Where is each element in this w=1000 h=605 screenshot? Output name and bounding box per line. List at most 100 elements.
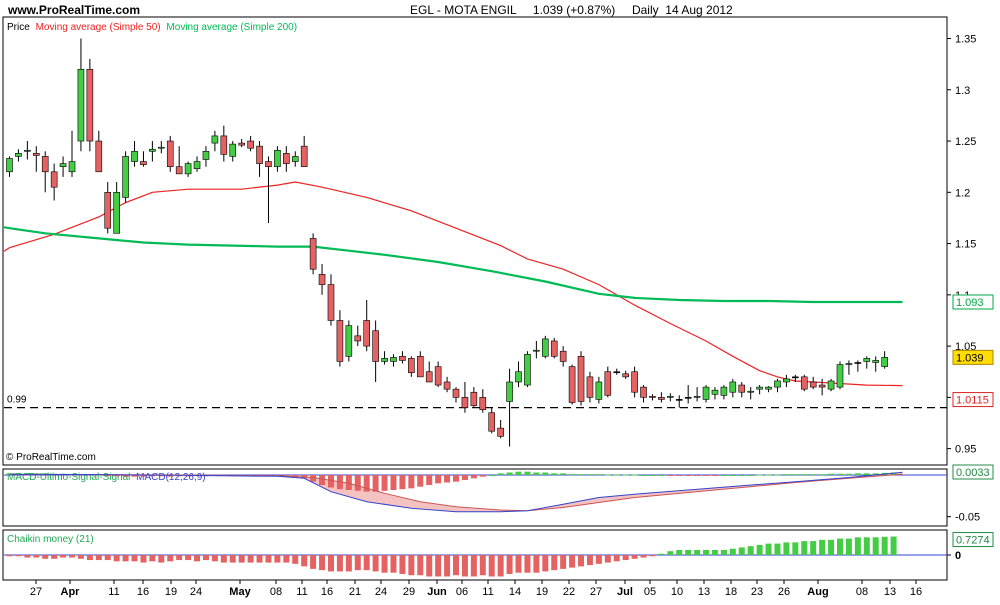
chart-title: EGL - MOTA ENGIL 1.039 (+0.87%) Daily 14… xyxy=(410,3,733,17)
chaikin-bar xyxy=(247,555,254,563)
chaikin-bar xyxy=(792,542,799,555)
chaikin-bar xyxy=(774,543,781,555)
candle-body xyxy=(86,68,94,142)
chaikin-bar xyxy=(667,551,674,555)
chaikin-bar xyxy=(319,555,326,571)
macd-histogram-bar xyxy=(676,475,683,476)
candle-body xyxy=(149,148,156,152)
candle-body xyxy=(524,353,531,386)
chaikin-bar xyxy=(819,539,826,555)
candle-body xyxy=(247,140,254,149)
chaikin-bar xyxy=(24,555,31,558)
candle-body xyxy=(336,320,344,362)
x-tick-label: 06 xyxy=(456,586,468,598)
candle-body xyxy=(408,358,415,374)
macd-histogram-bar xyxy=(756,474,763,476)
chaikin-bar xyxy=(801,541,808,555)
chaikin-bar xyxy=(604,555,611,563)
candle-body xyxy=(470,391,478,406)
chaikin-bar xyxy=(738,547,745,555)
x-tick-label: 16 xyxy=(137,586,149,598)
macd-histogram-bar xyxy=(470,475,477,479)
candle-body xyxy=(720,386,728,396)
chaikin-bar xyxy=(881,536,888,555)
x-tick-label: 24 xyxy=(190,586,202,598)
chaikin-bar xyxy=(274,555,281,563)
candle-body xyxy=(131,150,138,162)
last-price-badge: 1.039 xyxy=(956,352,984,364)
candle-body xyxy=(24,149,31,152)
chaikin-bar xyxy=(524,555,531,573)
macd-histogram-bar xyxy=(408,475,415,489)
x-tick-label: 14 xyxy=(509,586,521,598)
macd-histogram-bar xyxy=(122,475,129,477)
chaikin-bar xyxy=(488,555,495,577)
chaikin-bar xyxy=(229,555,236,563)
candle-body xyxy=(881,357,888,367)
macd-histogram-bar xyxy=(104,475,111,476)
candle-body xyxy=(41,156,49,173)
candle-body xyxy=(854,362,862,364)
chaikin-bar xyxy=(783,542,790,555)
candle-body xyxy=(747,390,754,393)
sma50-value-badge: 1.0115 xyxy=(956,395,989,407)
chaikin-bar xyxy=(685,549,692,555)
candle-body xyxy=(640,386,647,398)
macd-histogram-bar xyxy=(453,475,459,482)
macd-histogram-bar xyxy=(435,475,442,484)
macd-histogram-bar xyxy=(845,473,852,475)
chaikin-bar xyxy=(256,555,263,563)
macd-histogram-bar xyxy=(461,475,468,480)
chaikin-bar xyxy=(622,555,629,561)
candle-body xyxy=(140,161,147,165)
candle-body xyxy=(443,381,451,390)
chaikin-bar xyxy=(131,555,138,562)
macd-histogram-bar xyxy=(783,474,790,476)
chaikin-bar xyxy=(613,555,620,562)
candle-body xyxy=(756,386,763,390)
candle-body xyxy=(774,380,781,388)
x-tick-label: 16 xyxy=(910,586,922,598)
macd-histogram-bar xyxy=(319,475,326,485)
chaikin-bar xyxy=(756,544,763,555)
chaikin-bar xyxy=(711,549,718,555)
x-tick-label: May xyxy=(229,586,251,598)
candle-body xyxy=(702,386,710,400)
price-y-tick-label: 1.2 xyxy=(955,187,970,199)
candle-body xyxy=(291,156,299,162)
candle-body xyxy=(622,373,629,378)
chaikin-bar xyxy=(828,539,835,555)
site-name[interactable]: www.ProRealTime.com xyxy=(7,3,140,17)
candle-body xyxy=(497,427,504,437)
macd-histogram-bar xyxy=(836,473,843,475)
candle-body xyxy=(738,384,746,393)
chaikin-bar xyxy=(211,555,218,562)
candle-body xyxy=(363,320,371,347)
candle-body xyxy=(792,376,799,379)
chaikin-bar xyxy=(720,549,727,555)
macd-histogram-bar xyxy=(792,474,799,476)
last-price-badge-box xyxy=(952,349,994,365)
macd-histogram-bar xyxy=(372,475,379,492)
macd-histogram-bar xyxy=(515,471,522,475)
chaikin-bar xyxy=(586,555,593,566)
x-tick-label: 16 xyxy=(321,586,333,598)
candle-body xyxy=(104,191,112,229)
chaikin-bar xyxy=(426,555,433,577)
candle-body xyxy=(95,140,103,173)
macd-histogram-bar xyxy=(542,472,549,475)
x-tick-label: 27 xyxy=(30,586,42,598)
candle-body xyxy=(658,397,665,400)
candle-body xyxy=(113,191,120,234)
chaikin-bar xyxy=(542,555,549,572)
chaikin-bar xyxy=(810,541,817,555)
chaikin-bar xyxy=(703,549,710,555)
macd-histogram-bar xyxy=(747,475,754,476)
x-tick-label: 29 xyxy=(403,586,415,598)
macd-histogram-bar xyxy=(578,474,585,476)
chaikin-bar xyxy=(15,555,22,557)
chaikin-bar xyxy=(336,555,343,572)
price-y-tick-label: 1.25 xyxy=(955,136,976,148)
macd-histogram-bar xyxy=(801,474,808,476)
macd-histogram-bar xyxy=(872,473,879,475)
